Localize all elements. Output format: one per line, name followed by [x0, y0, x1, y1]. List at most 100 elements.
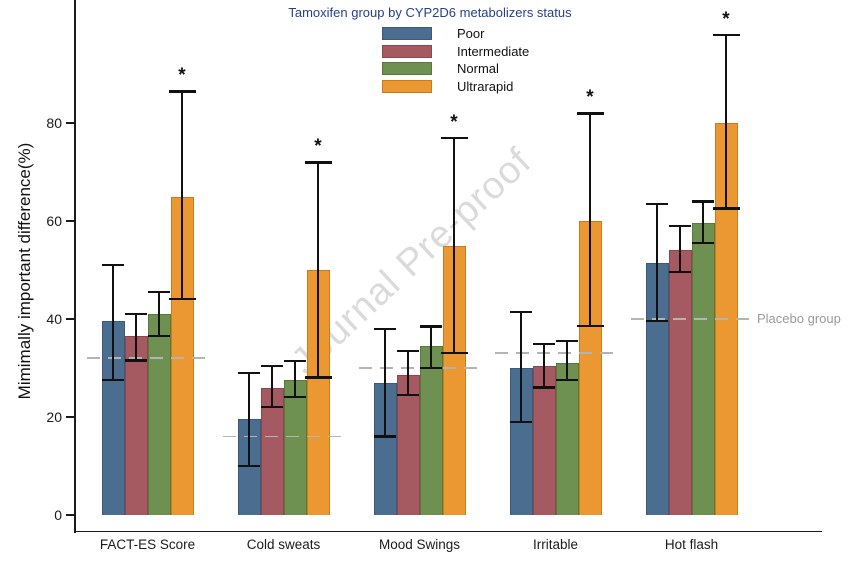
- error-bar-cap-bottom: [576, 324, 604, 328]
- legend-item: Normal: [382, 62, 529, 75]
- error-bar-cap-top: [440, 136, 468, 140]
- x-category-label: Irritable: [532, 537, 578, 552]
- error-bar: [384, 328, 386, 437]
- error-bar: [679, 225, 681, 273]
- placebo-dashed-line: [358, 367, 481, 369]
- error-bar: [656, 203, 658, 322]
- x-category-label: FACT-ES Score: [99, 537, 196, 552]
- legend-item-label: Ultrarapid: [457, 78, 514, 94]
- error-bar-cap-bottom: [125, 359, 147, 362]
- placebo-group-label: Placebo group: [757, 311, 841, 326]
- error-bar-cap-top: [261, 364, 283, 367]
- error-bar-cap-top: [125, 313, 147, 316]
- error-bar-cap-bottom: [284, 396, 306, 399]
- x-category-label: Cold sweats: [246, 537, 321, 552]
- error-bar-cap-bottom: [397, 393, 419, 396]
- y-tick-label: 40: [46, 311, 62, 327]
- error-bar-cap-top: [420, 325, 442, 328]
- y-tick: [66, 220, 74, 222]
- error-bar-cap-bottom: [374, 435, 396, 438]
- error-bar-cap-top: [712, 33, 740, 37]
- error-bar-cap-bottom: [420, 366, 442, 369]
- error-bar-cap-top: [576, 112, 604, 115]
- placebo-dashed-line: [86, 357, 209, 360]
- error-bar-cap-top: [284, 359, 306, 363]
- y-tick: [66, 416, 74, 418]
- legend-swatch-ultrarapid: [382, 79, 432, 93]
- error-bar: [430, 326, 432, 368]
- error-bar-cap-bottom: [646, 320, 668, 323]
- error-bar-cap-bottom: [712, 207, 740, 210]
- bar-intermediate-0: [124, 336, 148, 515]
- y-tick-label: 0: [54, 507, 62, 523]
- error-bar: [588, 113, 592, 327]
- error-bar: [294, 360, 296, 398]
- x-category-label: Hot flash: [664, 537, 719, 552]
- legend-item: Poor: [382, 27, 529, 40]
- legend-item: Ultrarapid: [382, 78, 529, 94]
- error-bar: [724, 34, 728, 209]
- y-tick-label: 20: [46, 409, 62, 425]
- error-bar-cap-bottom: [669, 271, 691, 274]
- bar-normal-0: [147, 314, 171, 515]
- error-bar-cap-bottom: [148, 334, 170, 338]
- legend-swatch-poor: [382, 27, 432, 40]
- bar-intermediate-2: [396, 375, 420, 515]
- legend-swatch-intermediate: [382, 44, 432, 58]
- error-bar-cap-top: [533, 342, 555, 345]
- bar-normal-3: [555, 363, 579, 515]
- error-bar: [566, 341, 568, 381]
- error-bar: [271, 365, 273, 408]
- error-bar: [452, 137, 456, 354]
- placebo-dashed-line: [630, 318, 757, 320]
- error-bar: [520, 311, 522, 422]
- y-axis-line: [74, 0, 76, 533]
- error-bar-cap-top: [646, 202, 668, 206]
- error-bar: [316, 162, 320, 378]
- significance-asterisk: *: [178, 65, 186, 87]
- error-bar-cap-bottom: [533, 386, 555, 389]
- error-bar-cap-bottom: [304, 376, 332, 379]
- error-bar: [543, 343, 545, 388]
- error-bar-cap-bottom: [168, 298, 196, 301]
- bar-normal-4: [691, 223, 715, 515]
- error-bar: [180, 91, 184, 300]
- x-axis-line: [74, 530, 822, 533]
- legend-item-label: Poor: [457, 26, 485, 41]
- error-bar-cap-top: [102, 264, 124, 267]
- error-bar-cap-bottom: [261, 405, 283, 409]
- error-bar-cap-top: [374, 327, 396, 331]
- error-bar-cap-bottom: [238, 464, 260, 467]
- y-tick: [66, 514, 74, 516]
- error-bar-cap-bottom: [556, 378, 578, 382]
- bar-normal-2: [419, 345, 443, 515]
- error-bar-cap-top: [168, 90, 196, 93]
- error-bar: [135, 314, 137, 361]
- bar-intermediate-4: [668, 250, 692, 515]
- legend-item: Intermediate: [382, 43, 530, 59]
- error-bar-cap-top: [304, 161, 332, 164]
- legend-item-label: Normal: [457, 61, 499, 76]
- legend-item-label: Intermediate: [457, 43, 530, 59]
- legend-items: Poor Intermediate Normal Ultrarapid: [382, 27, 529, 93]
- legend-title: Tamoxifen group by CYP2D6 metabolizers s…: [288, 5, 572, 20]
- error-bar-cap-top: [692, 200, 714, 203]
- error-bar-cap-top: [556, 340, 578, 343]
- error-bar-cap-bottom: [510, 420, 532, 423]
- error-bar-cap-bottom: [440, 351, 468, 355]
- placebo-dashed-line: [222, 435, 345, 438]
- error-bar-cap-bottom: [102, 378, 124, 382]
- error-bar-cap-bottom: [692, 241, 714, 245]
- error-bar-cap-top: [510, 310, 532, 314]
- error-bar-cap-top: [148, 291, 170, 294]
- x-category-label: Mood Swings: [378, 537, 461, 552]
- significance-asterisk: *: [450, 111, 458, 133]
- error-bar: [112, 265, 114, 381]
- legend-swatch-normal: [382, 62, 432, 75]
- y-axis-title: Mimimally important difference(%): [15, 142, 34, 400]
- y-tick-label: 60: [46, 213, 62, 229]
- error-bar-cap-top: [397, 349, 419, 353]
- error-bar-cap-top: [238, 371, 260, 375]
